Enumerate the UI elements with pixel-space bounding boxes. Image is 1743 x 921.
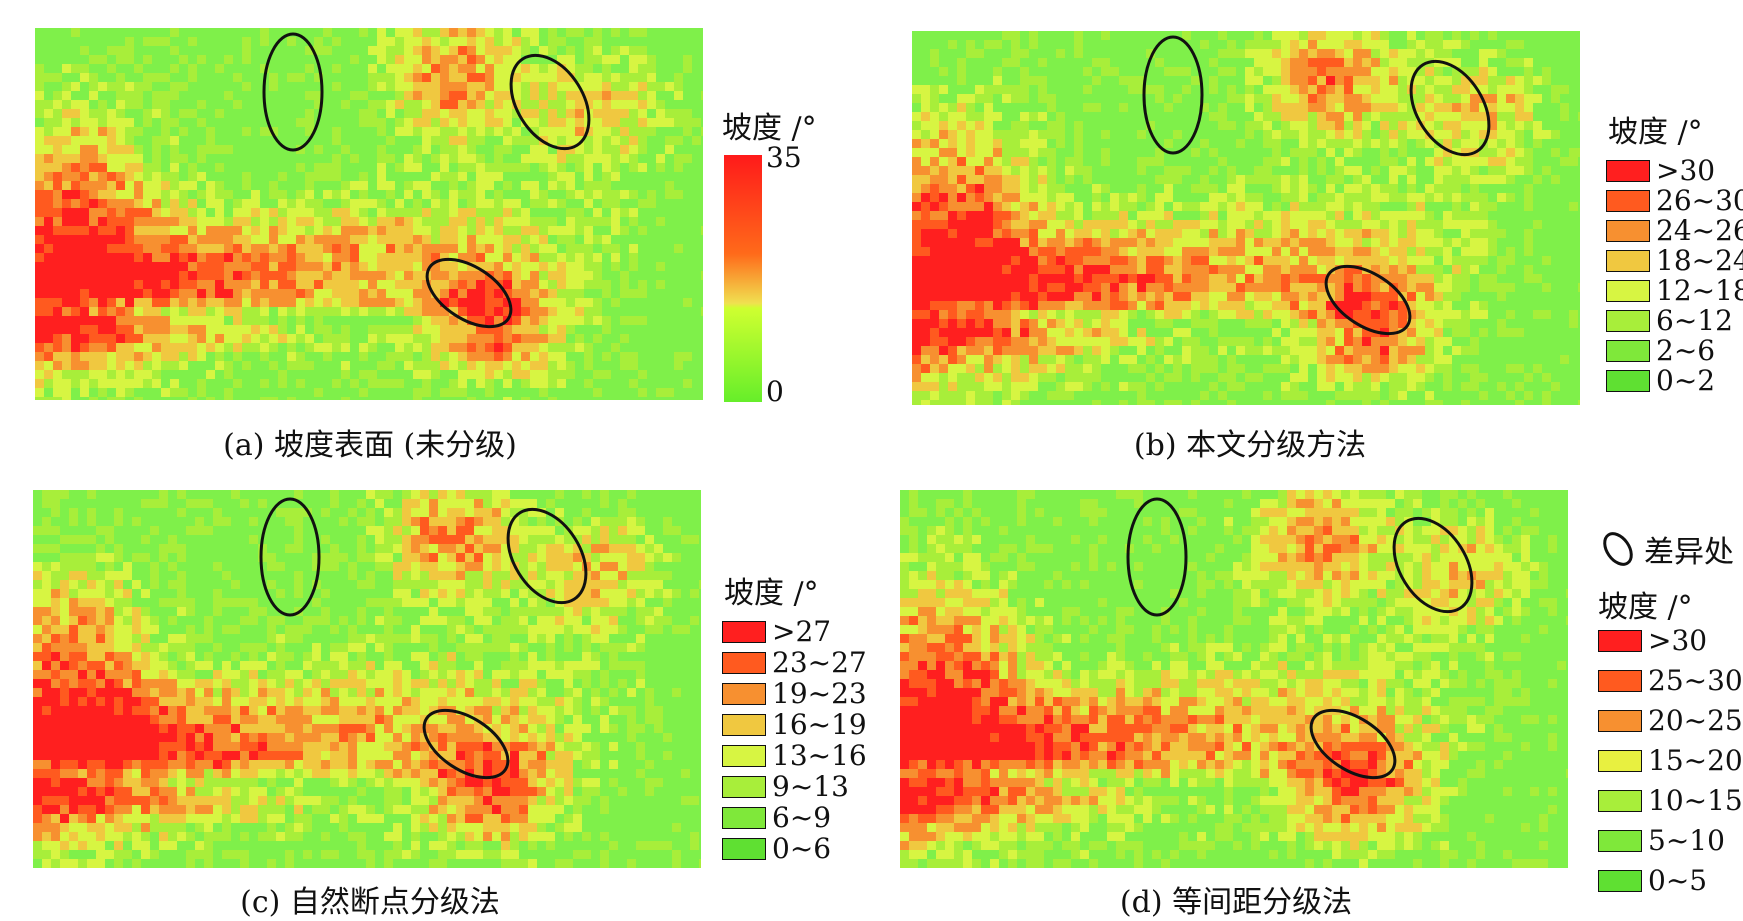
legend-swatch [722,776,766,798]
legend-swatch [1606,190,1650,212]
legend-item: 0~2 [1606,364,1715,397]
legend-label: 9~13 [772,770,849,803]
legend-b-title: 坡度 /° [1608,107,1703,151]
ellipse-icon [1598,529,1638,569]
legend-item: 20~25 [1598,704,1743,737]
legend-item: 18~24 [1606,244,1743,277]
legend-swatch [1606,250,1650,272]
legend-label: >27 [772,615,831,648]
legend-item: 0~5 [1598,864,1707,897]
legend-label: 16~19 [772,708,867,741]
slope-map-c [33,490,701,868]
legend-item: 25~30 [1598,664,1743,697]
legend-item: 13~16 [722,739,867,772]
slope-map-b [912,31,1580,405]
legend-swatch [1606,280,1650,302]
legend-swatch [722,714,766,736]
legend-swatch [722,807,766,829]
legend-item: 23~27 [722,646,867,679]
legend-label: 26~30 [1656,184,1743,217]
legend-swatch [722,683,766,705]
legend-swatch [722,621,766,643]
slope-map-a [35,28,703,400]
legend-c-title: 坡度 /° [724,568,819,612]
legend-label: 25~30 [1648,664,1743,697]
caption-d: (d) 等间距分级法 [1066,877,1406,921]
legend-label: >30 [1656,154,1715,187]
legend-label: >30 [1648,624,1707,657]
slope-color-ramp [724,155,762,402]
legend-label: 23~27 [772,646,867,679]
caption-c: (c) 自然断点分级法 [200,877,540,921]
slope-map-d [900,490,1568,868]
legend-d-title: 坡度 /° [1598,582,1693,626]
legend-label: 0~5 [1648,864,1707,897]
legend-label: 18~24 [1656,244,1743,277]
legend-swatch [1598,750,1642,772]
legend-label: 15~20 [1648,744,1743,777]
legend-item: 9~13 [722,770,849,803]
legend-item: >30 [1598,624,1707,657]
legend-swatch [1598,710,1642,732]
legend-item: 2~6 [1606,334,1715,367]
legend-item: 10~15 [1598,784,1743,817]
legend-item: 26~30 [1606,184,1743,217]
legend-item: >30 [1606,154,1715,187]
legend-label: 5~10 [1648,824,1725,857]
legend-swatch [1598,630,1642,652]
legend-swatch [1606,220,1650,242]
legend-label: 19~23 [772,677,867,710]
legend-swatch [1606,370,1650,392]
legend-item: 0~6 [722,832,831,865]
legend-item: 19~23 [722,677,867,710]
legend-swatch [1606,160,1650,182]
legend-item: 12~18 [1606,274,1743,307]
legend-item: 6~9 [722,801,831,834]
legend-swatch [1598,670,1642,692]
ramp-max-label: 35 [766,141,802,174]
legend-label: 20~25 [1648,704,1743,737]
legend-label: 10~15 [1648,784,1743,817]
legend-item: 15~20 [1598,744,1743,777]
legend-item: 16~19 [722,708,867,741]
difference-key: 差异处 [1598,527,1734,571]
legend-item: >27 [722,615,831,648]
difference-label: 差异处 [1644,527,1734,571]
legend-label: 13~16 [772,739,867,772]
ramp-min-label: 0 [766,375,784,408]
legend-item: 6~12 [1606,304,1733,337]
caption-a: (a) 坡度表面 (未分级) [200,420,540,464]
legend-label: 0~6 [772,832,831,865]
legend-item: 5~10 [1598,824,1725,857]
caption-b: (b) 本文分级方法 [1080,420,1420,464]
legend-swatch [1598,830,1642,852]
legend-label: 12~18 [1656,274,1743,307]
legend-swatch [722,745,766,767]
legend-label: 6~12 [1656,304,1733,337]
legend-label: 6~9 [772,801,831,834]
legend-item: 24~26 [1606,214,1743,247]
legend-label: 24~26 [1656,214,1743,247]
legend-swatch [1598,870,1642,892]
legend-swatch [1606,310,1650,332]
legend-swatch [722,652,766,674]
legend-swatch [1598,790,1642,812]
legend-swatch [1606,340,1650,362]
legend-swatch [722,838,766,860]
legend-label: 2~6 [1656,334,1715,367]
legend-label: 0~2 [1656,364,1715,397]
